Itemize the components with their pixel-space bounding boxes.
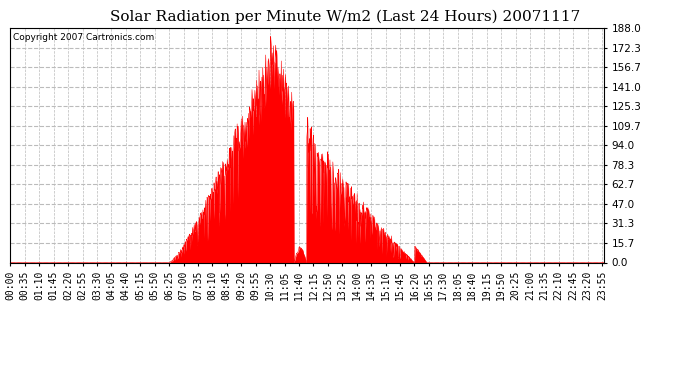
Text: Solar Radiation per Minute W/m2 (Last 24 Hours) 20071117: Solar Radiation per Minute W/m2 (Last 24…: [110, 9, 580, 24]
Text: Copyright 2007 Cartronics.com: Copyright 2007 Cartronics.com: [13, 33, 155, 42]
